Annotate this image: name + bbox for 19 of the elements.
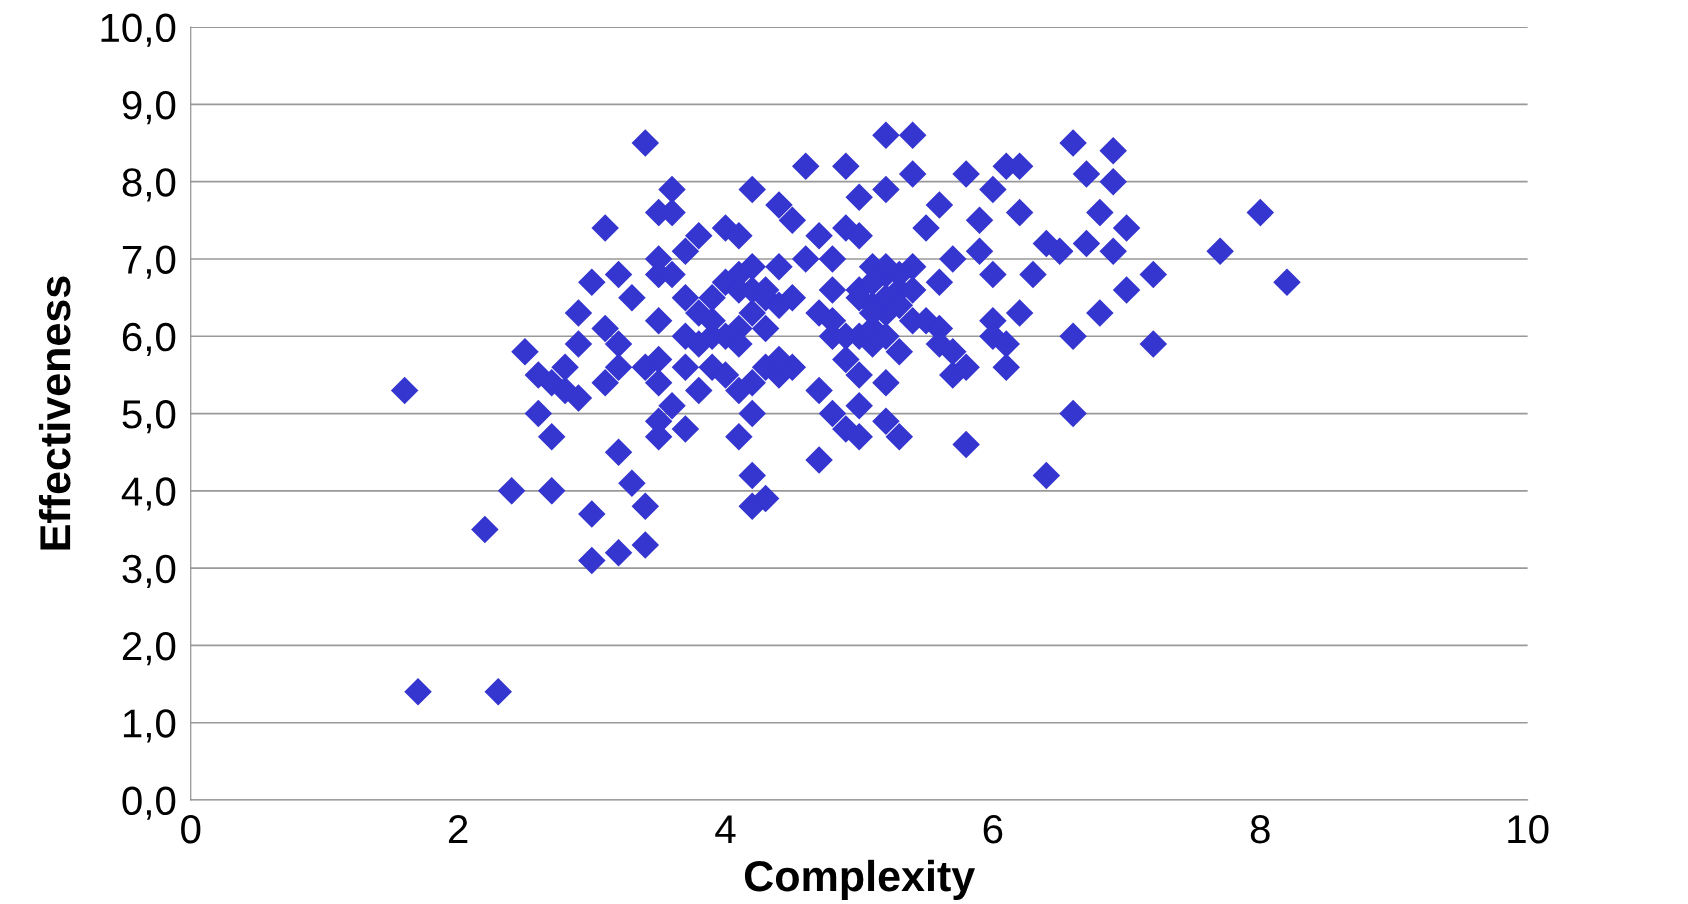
x-axis-title: Complexity [744,859,975,900]
x-tick-label: 2 [448,814,468,844]
y-tick-label: 5,0 [122,400,176,434]
y-tick-label: 8,0 [122,168,176,202]
x-tick-label: 8 [1250,814,1270,844]
y-tick-label: 7,0 [122,245,176,279]
y-tick-label: 6,0 [122,322,176,357]
x-tick-label: 4 [715,815,736,844]
y-tick-label: 3,0 [122,554,176,588]
x-tick-label: 10 [1508,814,1549,844]
y-tick-label: 4,0 [121,477,176,511]
y-tick-label: 2,0 [122,631,176,666]
x-tick-label: 0 [181,814,201,844]
y-tick-label: 0,0 [122,786,176,820]
y-axis-title: Effectiveness [38,276,71,550]
y-tick-label: 1,0 [123,709,176,743]
y-tick-label: 9,0 [122,90,176,125]
x-tick-label: 6 [983,814,1003,844]
y-tick-label: 10,0 [101,13,176,47]
